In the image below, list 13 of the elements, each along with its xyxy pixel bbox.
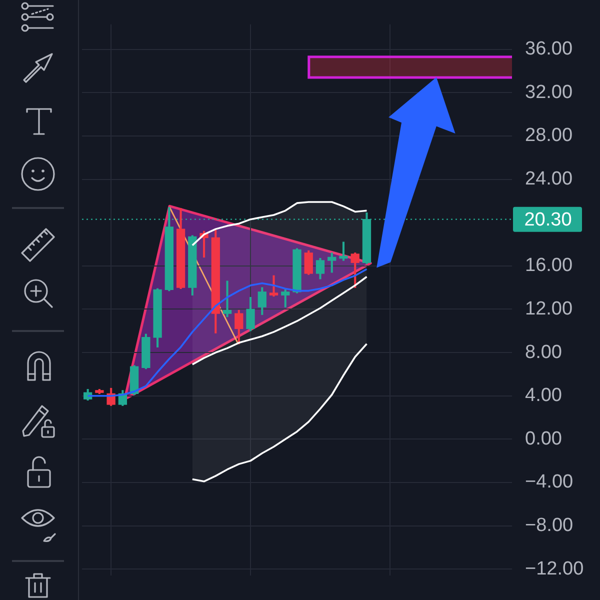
- y-tick-label: −4.00: [525, 472, 574, 493]
- y-tick-label: 28.00: [525, 125, 573, 146]
- y-tick-label: 4.00: [525, 385, 562, 406]
- y-tick-label: 24.00: [525, 168, 573, 190]
- y-tick-label: 8.00: [525, 342, 562, 363]
- y-tick-label: 12.00: [525, 298, 573, 320]
- ref-line-label: 20.30: [524, 210, 572, 231]
- y-tick-label: 0.00: [525, 428, 562, 450]
- y-tick-label: 36.00: [525, 38, 573, 60]
- y-tick-label: −12.00: [525, 558, 584, 580]
- y-tick-label: 16.00: [525, 255, 573, 276]
- y-tick-label: −8.00: [525, 515, 574, 536]
- y-tick-label: 32.00: [525, 82, 573, 103]
